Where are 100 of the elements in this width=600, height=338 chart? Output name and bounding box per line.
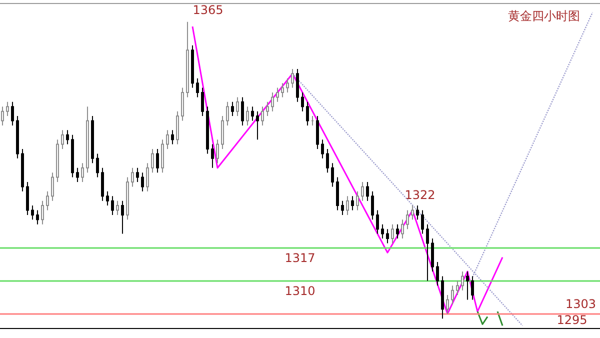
candlestick	[221, 116, 224, 150]
candlestick	[231, 101, 234, 117]
candlestick	[1, 106, 4, 126]
candlestick	[316, 116, 319, 150]
candlestick	[241, 96, 244, 126]
candlestick	[331, 162, 334, 188]
candlestick	[286, 78, 289, 93]
candlestick	[366, 181, 369, 202]
candlestick	[301, 92, 304, 112]
candlestick	[111, 196, 114, 216]
candlestick	[66, 130, 69, 145]
annotation: 1365	[192, 3, 224, 17]
candlestick	[471, 276, 474, 300]
candlestick	[131, 167, 134, 188]
candlestick	[246, 106, 249, 126]
candlestick	[386, 228, 389, 244]
candlestick	[86, 106, 89, 174]
candlestick	[216, 139, 219, 164]
candlestick	[451, 285, 454, 305]
candlestick	[291, 68, 294, 88]
candlestick	[26, 181, 29, 216]
candlestick	[456, 280, 459, 296]
candlestick	[251, 106, 254, 122]
candlestick	[461, 270, 464, 291]
candlestick	[176, 110, 179, 145]
candlestick	[356, 190, 359, 211]
candlestick	[171, 130, 174, 145]
candlestick	[256, 110, 259, 140]
candlestick	[421, 210, 424, 234]
candlestick	[56, 139, 59, 182]
candlestick	[61, 130, 64, 150]
candlestick	[391, 224, 394, 244]
candlestick	[401, 219, 404, 240]
candlestick	[416, 205, 419, 220]
candlestick	[411, 205, 414, 220]
candlestick	[266, 101, 269, 117]
ref-line-label: 1303	[565, 296, 596, 311]
candlestick	[296, 68, 299, 102]
candlestick	[306, 101, 309, 126]
candlestick	[321, 139, 324, 159]
candlestick	[81, 162, 84, 182]
candlestick	[276, 87, 279, 102]
candlestick	[41, 200, 44, 225]
candlestick	[126, 176, 129, 220]
candlestick	[376, 210, 379, 234]
candlestick	[136, 167, 139, 182]
candlestick	[71, 134, 74, 178]
candlestick	[371, 190, 374, 220]
candlestick	[6, 101, 9, 117]
candlestick	[336, 176, 339, 211]
annotation: 1322	[404, 188, 436, 202]
candlestick	[51, 172, 54, 202]
candlestick	[261, 106, 264, 126]
ref-line-label: 1317	[284, 250, 316, 265]
candlestick	[326, 148, 329, 174]
text: 黄金四小时图	[508, 9, 580, 23]
candlestick	[361, 181, 364, 202]
candlestick	[346, 196, 349, 216]
candlestick	[271, 92, 274, 112]
candlestick	[116, 200, 119, 216]
candlestick	[11, 101, 14, 126]
candlestick	[441, 276, 444, 320]
candlestick	[406, 210, 409, 230]
candlestick	[151, 148, 154, 174]
candlestick	[146, 162, 149, 192]
annotation: 1295	[556, 313, 588, 327]
candlestick	[31, 205, 34, 220]
candlestick	[106, 190, 109, 206]
candlestick	[186, 21, 189, 98]
ref-line-label: 1310	[284, 284, 316, 298]
candlestick	[446, 294, 449, 314]
candlestick	[196, 78, 199, 98]
candlestick	[211, 144, 214, 168]
candlestick	[21, 148, 24, 192]
candlestick	[121, 200, 124, 234]
candlestick	[436, 262, 439, 286]
candlestick	[96, 153, 99, 178]
candlestick	[76, 167, 79, 182]
candlestick	[341, 200, 344, 216]
candlestick	[141, 172, 144, 192]
candlestick	[431, 238, 434, 272]
candlestick	[311, 116, 314, 126]
candlestick	[46, 190, 49, 211]
candlestick	[466, 270, 469, 300]
candlestick	[396, 224, 399, 240]
candlestick	[36, 210, 39, 225]
candlestick	[201, 87, 204, 117]
candlestick	[156, 148, 159, 174]
candlestick	[351, 196, 354, 211]
candlestick	[226, 101, 229, 126]
candlestick	[426, 224, 429, 282]
candlestick	[191, 44, 194, 88]
candlestick	[236, 96, 239, 117]
candlestick	[161, 139, 164, 174]
candlestick	[281, 82, 284, 98]
candlestick	[181, 87, 184, 122]
candlestick	[166, 130, 169, 150]
candlestick	[101, 167, 104, 202]
candlestick	[91, 116, 94, 164]
candlestick	[16, 116, 19, 159]
